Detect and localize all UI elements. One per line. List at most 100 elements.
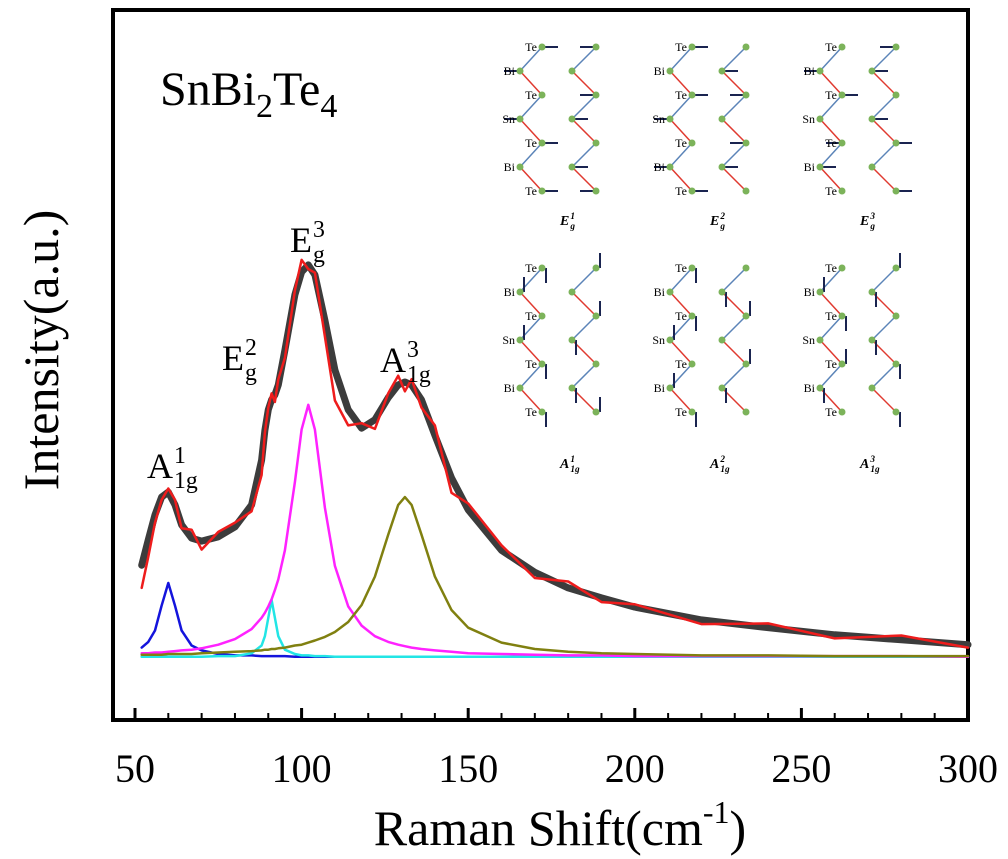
bond [721,339,747,365]
atom [838,408,846,416]
bond [669,118,693,144]
bond [669,166,693,192]
atom-label: Te [825,88,837,102]
bond [871,118,897,144]
atom-label: Sn [652,333,665,347]
peak-label-base: E [222,338,244,378]
atom [592,43,600,51]
atom-label: Sn [502,333,515,347]
mode-label-sub: 1g [720,464,730,474]
bond [721,94,747,120]
atom-label: Te [525,261,537,275]
bond [669,70,693,96]
atom [538,139,546,147]
atom-label: Te [675,40,687,54]
atom [666,115,674,123]
mode-label-base: A [709,457,719,472]
x-tick-label: 150 [438,746,498,791]
atom [742,360,750,368]
atom [688,408,696,416]
mode-label-sup: 3 [869,454,875,464]
bond [721,142,747,168]
atom-label: Bi [654,381,666,395]
atom [838,139,846,147]
atom [892,43,900,51]
atom [718,288,726,296]
bond [871,315,897,341]
bond [819,94,843,120]
atom-label: Sn [652,112,665,126]
atom [666,67,674,75]
atom [868,336,876,344]
atom [538,187,546,195]
bond [669,46,693,72]
peak-label: A 1g3 [380,337,431,388]
atom [516,115,524,123]
bond [721,267,747,293]
atom [688,264,696,272]
atom [688,360,696,368]
atom [868,163,876,171]
atom-label: Te [525,184,537,198]
bond [819,118,843,144]
atom [568,163,576,171]
atom [688,187,696,195]
atom [838,91,846,99]
mode-label-base: E [559,214,569,229]
peak-label-base: A [380,340,406,380]
bond [819,166,843,192]
atom-label: Te [525,357,537,371]
atom [868,288,876,296]
atom-label: Sn [802,112,815,126]
x-axis-label-after: ) [730,800,747,856]
x-tick-label: 100 [272,746,332,791]
atom [666,336,674,344]
bond [571,166,597,192]
atom [568,384,576,392]
x-tick-label: 300 [938,746,998,791]
atom-label: Te [525,88,537,102]
peak-label-base: A [147,446,173,486]
atom-label: Bi [654,160,666,174]
atom [816,163,824,171]
atom [868,67,876,75]
bond [721,70,747,96]
atom [666,288,674,296]
title-subscript: 2 [256,88,273,125]
bond [871,267,897,293]
bond [871,94,897,120]
atom-label: Bi [804,160,816,174]
bond [519,166,543,192]
atom [892,91,900,99]
atom-label: Bi [504,381,516,395]
plot-frame [111,8,970,722]
atom-label: Bi [654,285,666,299]
mode-label-sup: 1 [570,454,575,464]
atom [816,384,824,392]
mode-label-base: A [859,457,869,472]
atom [516,384,524,392]
x-tick-label: 250 [771,746,831,791]
atom-label: Bi [504,64,516,78]
bond [519,70,543,96]
atom [592,408,600,416]
atom-label: Te [525,40,537,54]
atom-label: Te [825,184,837,198]
atom [868,384,876,392]
series-line [140,598,970,659]
atom [568,115,576,123]
series-line [138,261,972,649]
atom [568,67,576,75]
atom [816,288,824,296]
atom [538,360,546,368]
atom [592,187,600,195]
bond [571,142,597,168]
atom [666,384,674,392]
atom [838,360,846,368]
atom [538,91,546,99]
mode-label-base: A [559,457,569,472]
atom-label: Te [675,136,687,150]
atom [742,91,750,99]
